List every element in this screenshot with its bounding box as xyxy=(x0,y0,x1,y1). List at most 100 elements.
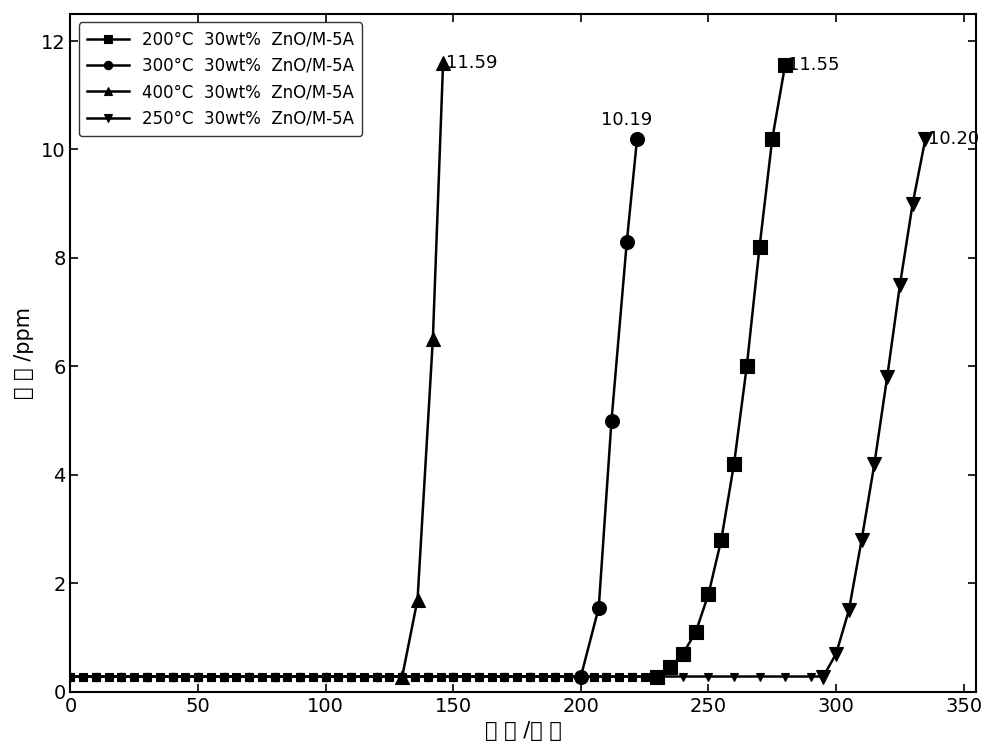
250°C  30wt%  ZnO/M-5A xyxy=(345,672,357,681)
250°C  30wt%  ZnO/M-5A xyxy=(447,672,459,681)
300°C  30wt%  ZnO/M-5A xyxy=(422,672,434,681)
200°C  30wt%  ZnO/M-5A xyxy=(64,672,76,681)
250°C  30wt%  ZnO/M-5A xyxy=(830,649,842,658)
250°C  30wt%  ZnO/M-5A xyxy=(728,672,740,681)
250°C  30wt%  ZnO/M-5A xyxy=(141,672,153,681)
300°C  30wt%  ZnO/M-5A xyxy=(631,134,643,143)
250°C  30wt%  ZnO/M-5A xyxy=(651,672,663,681)
250°C  30wt%  ZnO/M-5A xyxy=(600,672,612,681)
250°C  30wt%  ZnO/M-5A xyxy=(805,672,817,681)
250°C  30wt%  ZnO/M-5A xyxy=(90,672,102,681)
400°C  30wt%  ZnO/M-5A xyxy=(218,672,230,681)
300°C  30wt%  ZnO/M-5A xyxy=(218,672,230,681)
250°C  30wt%  ZnO/M-5A xyxy=(843,606,855,615)
200°C  30wt%  ZnO/M-5A xyxy=(90,672,102,681)
300°C  30wt%  ZnO/M-5A xyxy=(64,672,76,681)
250°C  30wt%  ZnO/M-5A xyxy=(856,535,868,544)
250°C  30wt%  ZnO/M-5A xyxy=(243,672,255,681)
200°C  30wt%  ZnO/M-5A xyxy=(562,672,574,681)
250°C  30wt%  ZnO/M-5A xyxy=(919,134,931,143)
300°C  30wt%  ZnO/M-5A xyxy=(320,672,332,681)
300°C  30wt%  ZnO/M-5A xyxy=(473,672,485,681)
Line: 300°C  30wt%  ZnO/M-5A: 300°C 30wt% ZnO/M-5A xyxy=(66,135,641,681)
300°C  30wt%  ZnO/M-5A xyxy=(294,672,306,681)
250°C  30wt%  ZnO/M-5A xyxy=(396,672,408,681)
250°C  30wt%  ZnO/M-5A xyxy=(167,672,179,681)
250°C  30wt%  ZnO/M-5A xyxy=(894,280,906,289)
250°C  30wt%  ZnO/M-5A xyxy=(817,672,829,681)
300°C  30wt%  ZnO/M-5A xyxy=(396,672,408,681)
400°C  30wt%  ZnO/M-5A xyxy=(269,672,281,681)
300°C  30wt%  ZnO/M-5A xyxy=(141,672,153,681)
300°C  30wt%  ZnO/M-5A xyxy=(621,237,633,246)
250°C  30wt%  ZnO/M-5A xyxy=(881,373,893,382)
300°C  30wt%  ZnO/M-5A xyxy=(243,672,255,681)
250°C  30wt%  ZnO/M-5A xyxy=(294,672,306,681)
400°C  30wt%  ZnO/M-5A xyxy=(345,672,357,681)
250°C  30wt%  ZnO/M-5A xyxy=(907,199,919,208)
250°C  30wt%  ZnO/M-5A xyxy=(192,672,204,681)
300°C  30wt%  ZnO/M-5A xyxy=(524,672,536,681)
400°C  30wt%  ZnO/M-5A xyxy=(412,595,424,604)
250°C  30wt%  ZnO/M-5A xyxy=(64,672,76,681)
250°C  30wt%  ZnO/M-5A xyxy=(549,672,561,681)
400°C  30wt%  ZnO/M-5A xyxy=(320,672,332,681)
300°C  30wt%  ZnO/M-5A xyxy=(115,672,127,681)
400°C  30wt%  ZnO/M-5A xyxy=(64,672,76,681)
250°C  30wt%  ZnO/M-5A xyxy=(754,672,766,681)
250°C  30wt%  ZnO/M-5A xyxy=(702,672,714,681)
Text: 10.19: 10.19 xyxy=(601,111,653,128)
400°C  30wt%  ZnO/M-5A xyxy=(192,672,204,681)
300°C  30wt%  ZnO/M-5A xyxy=(371,672,383,681)
Line: 400°C  30wt%  ZnO/M-5A: 400°C 30wt% ZnO/M-5A xyxy=(66,59,447,681)
300°C  30wt%  ZnO/M-5A xyxy=(90,672,102,681)
400°C  30wt%  ZnO/M-5A xyxy=(294,672,306,681)
300°C  30wt%  ZnO/M-5A xyxy=(447,672,459,681)
Y-axis label: 浓 度 /ppm: 浓 度 /ppm xyxy=(14,307,34,399)
300°C  30wt%  ZnO/M-5A xyxy=(606,416,618,425)
200°C  30wt%  ZnO/M-5A xyxy=(549,672,561,681)
400°C  30wt%  ZnO/M-5A xyxy=(167,672,179,681)
200°C  30wt%  ZnO/M-5A xyxy=(103,672,115,681)
400°C  30wt%  ZnO/M-5A xyxy=(141,672,153,681)
250°C  30wt%  ZnO/M-5A xyxy=(498,672,510,681)
250°C  30wt%  ZnO/M-5A xyxy=(524,672,536,681)
300°C  30wt%  ZnO/M-5A xyxy=(575,672,587,681)
Line: 250°C  30wt%  ZnO/M-5A: 250°C 30wt% ZnO/M-5A xyxy=(66,134,930,681)
250°C  30wt%  ZnO/M-5A xyxy=(115,672,127,681)
400°C  30wt%  ZnO/M-5A xyxy=(437,59,449,68)
Text: 11.55: 11.55 xyxy=(788,57,839,75)
400°C  30wt%  ZnO/M-5A xyxy=(371,672,383,681)
300°C  30wt%  ZnO/M-5A xyxy=(593,603,605,612)
300°C  30wt%  ZnO/M-5A xyxy=(192,672,204,681)
300°C  30wt%  ZnO/M-5A xyxy=(345,672,357,681)
Legend: 200°C  30wt%  ZnO/M-5A, 300°C  30wt%  ZnO/M-5A, 400°C  30wt%  ZnO/M-5A, 250°C  3: 200°C 30wt% ZnO/M-5A, 300°C 30wt% ZnO/M-… xyxy=(79,22,362,136)
250°C  30wt%  ZnO/M-5A xyxy=(779,672,791,681)
200°C  30wt%  ZnO/M-5A xyxy=(256,672,268,681)
Text: 11.59: 11.59 xyxy=(446,54,497,72)
250°C  30wt%  ZnO/M-5A xyxy=(626,672,638,681)
400°C  30wt%  ZnO/M-5A xyxy=(90,672,102,681)
300°C  30wt%  ZnO/M-5A xyxy=(269,672,281,681)
250°C  30wt%  ZnO/M-5A xyxy=(422,672,434,681)
250°C  30wt%  ZnO/M-5A xyxy=(371,672,383,681)
250°C  30wt%  ZnO/M-5A xyxy=(868,460,880,469)
250°C  30wt%  ZnO/M-5A xyxy=(473,672,485,681)
Text: 10.20: 10.20 xyxy=(928,130,979,148)
X-axis label: 时 间 /分 钟: 时 间 /分 钟 xyxy=(485,721,562,741)
300°C  30wt%  ZnO/M-5A xyxy=(167,672,179,681)
250°C  30wt%  ZnO/M-5A xyxy=(320,672,332,681)
300°C  30wt%  ZnO/M-5A xyxy=(549,672,561,681)
250°C  30wt%  ZnO/M-5A xyxy=(218,672,230,681)
400°C  30wt%  ZnO/M-5A xyxy=(115,672,127,681)
250°C  30wt%  ZnO/M-5A xyxy=(677,672,689,681)
300°C  30wt%  ZnO/M-5A xyxy=(498,672,510,681)
200°C  30wt%  ZnO/M-5A xyxy=(779,61,791,70)
400°C  30wt%  ZnO/M-5A xyxy=(243,672,255,681)
Line: 200°C  30wt%  ZnO/M-5A: 200°C 30wt% ZnO/M-5A xyxy=(66,61,789,681)
200°C  30wt%  ZnO/M-5A xyxy=(371,672,383,681)
400°C  30wt%  ZnO/M-5A xyxy=(427,334,439,344)
250°C  30wt%  ZnO/M-5A xyxy=(575,672,587,681)
250°C  30wt%  ZnO/M-5A xyxy=(269,672,281,681)
400°C  30wt%  ZnO/M-5A xyxy=(396,672,408,681)
